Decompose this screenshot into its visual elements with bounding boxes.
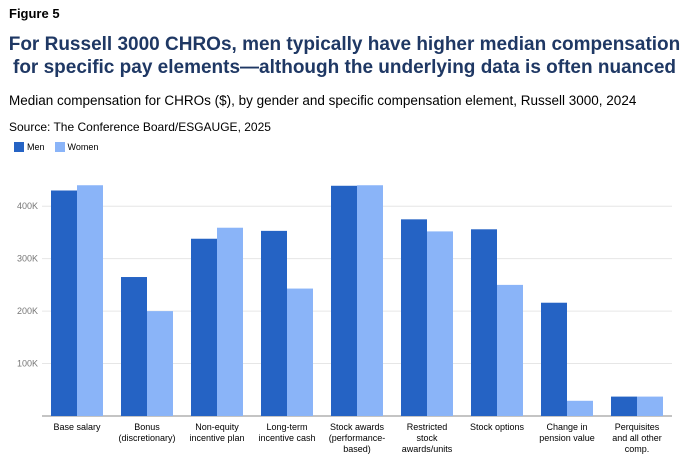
x-tick-label-line: Bonus bbox=[134, 422, 160, 432]
x-tick-label: Stock awards (performance-based) bbox=[329, 422, 386, 454]
headline-line-2: for specific pay elements—although the u… bbox=[13, 57, 676, 78]
legend-swatch-women bbox=[54, 142, 65, 152]
bar-women-5 bbox=[357, 185, 383, 416]
bar-men-2 bbox=[121, 277, 147, 416]
x-tick-label-line: Restricted bbox=[407, 422, 448, 432]
x-tick-label-line: (performance- bbox=[329, 433, 386, 443]
bar-women-9 bbox=[637, 396, 663, 416]
x-tick-label-line: pension value bbox=[539, 433, 595, 443]
x-tick-label-line: stock bbox=[416, 433, 438, 443]
bar-women-3 bbox=[217, 227, 243, 416]
bar-men-9 bbox=[611, 396, 637, 416]
legend-item-men: Men bbox=[14, 142, 45, 152]
bar-men-8 bbox=[541, 302, 567, 416]
x-tick-label-line: based) bbox=[343, 444, 371, 454]
x-tick-label: Restricted stock awards/units bbox=[402, 422, 453, 454]
x-tick-label: Stock options bbox=[470, 422, 525, 432]
x-tick-label-line: Non-equity bbox=[195, 422, 239, 432]
x-tick-label-line: incentive plan bbox=[189, 433, 244, 443]
bar-men-4 bbox=[261, 230, 287, 416]
chart-headline: For Russell 3000 CHROs, men typically ha… bbox=[0, 33, 689, 79]
bar-women-8 bbox=[567, 400, 593, 416]
x-tick-label-line: awards/units bbox=[402, 444, 453, 454]
legend-item-women: Women bbox=[54, 142, 99, 152]
x-tick-label-line: Change in bbox=[546, 422, 587, 432]
x-tick-label-line: Stock options bbox=[470, 422, 525, 432]
bar-men-1 bbox=[51, 190, 77, 416]
legend-label-men: Men bbox=[27, 142, 45, 152]
bar-men-3 bbox=[191, 238, 217, 416]
x-tick-label: Change in pension value bbox=[539, 422, 595, 443]
bar-men-6 bbox=[401, 219, 427, 416]
bar-women-1 bbox=[77, 185, 103, 416]
y-tick-label: 100K bbox=[17, 359, 38, 369]
x-tick-label-line: comp. bbox=[625, 444, 650, 454]
legend-label-women: Women bbox=[67, 142, 99, 152]
y-tick-label: 200K bbox=[17, 306, 38, 316]
bar-women-2 bbox=[147, 311, 173, 416]
x-tick-label: Bonus (discretionary) bbox=[118, 422, 175, 443]
chart-source: Source: The Conference Board/ESGAUGE, 20… bbox=[9, 120, 271, 134]
x-tick-label-line: Stock awards bbox=[330, 422, 385, 432]
x-tick-label: Long-term incentive cash bbox=[258, 422, 315, 443]
chart-subtitle: Median compensation for CHROs ($), by ge… bbox=[9, 93, 637, 108]
figure-label: Figure 5 bbox=[9, 6, 60, 21]
x-tick-label: Perquisites and all other comp. bbox=[612, 422, 662, 454]
x-tick-label-line: and all other bbox=[612, 433, 662, 443]
x-tick-label-line: incentive cash bbox=[258, 433, 315, 443]
x-tick-label-line: (discretionary) bbox=[118, 433, 175, 443]
y-tick-label: 400K bbox=[17, 201, 38, 211]
y-tick-label: 300K bbox=[17, 254, 38, 264]
x-tick-label: Base salary bbox=[53, 422, 101, 432]
x-tick-label: Non-equity incentive plan bbox=[189, 422, 244, 443]
bar-men-5 bbox=[331, 185, 357, 416]
headline-line-1: For Russell 3000 CHROs, men typically ha… bbox=[8, 34, 681, 55]
x-tick-label-line: Base salary bbox=[53, 422, 101, 432]
x-tick-label-line: Perquisites bbox=[615, 422, 660, 432]
legend: Men Women bbox=[14, 142, 108, 152]
legend-swatch-men bbox=[14, 142, 24, 152]
bar-men-7 bbox=[471, 229, 497, 416]
bar-women-6 bbox=[427, 231, 453, 416]
bar-women-4 bbox=[287, 288, 313, 416]
bar-women-7 bbox=[497, 284, 523, 416]
x-tick-label-line: Long-term bbox=[266, 422, 307, 432]
